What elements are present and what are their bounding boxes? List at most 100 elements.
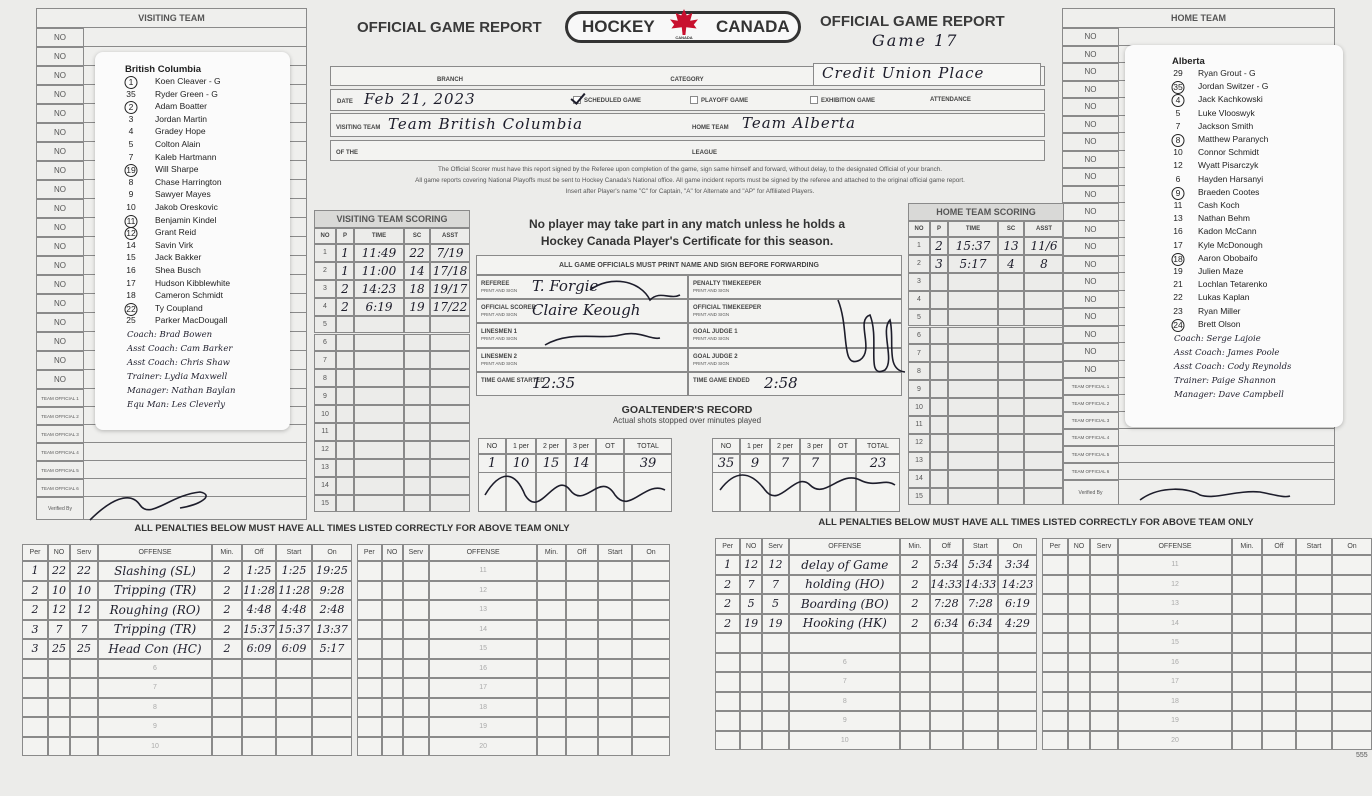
- player-name: Parker MacDougall: [155, 315, 228, 326]
- no-cell: NO: [36, 104, 84, 123]
- empty-cell: [402, 619, 430, 639]
- empty-cell: [740, 672, 762, 692]
- empty-cell: [1068, 613, 1090, 633]
- player-name: Connor Schmidt: [1198, 147, 1259, 158]
- empty-cell: [900, 691, 930, 711]
- empty-cell: [1090, 613, 1118, 633]
- penalty-cell: 2: [212, 619, 242, 639]
- no-cell: NO: [1062, 185, 1119, 203]
- player-name: Will Sharpe: [155, 164, 199, 175]
- row-number: 7: [908, 344, 930, 363]
- empty-cell: [715, 633, 741, 653]
- empty-cell: [537, 580, 566, 600]
- empty-cell: [1042, 633, 1068, 653]
- empty-cell: [404, 351, 430, 370]
- column-header: TOTAL: [624, 438, 672, 454]
- penalty-cell: 13: [429, 600, 538, 620]
- player-number: 8: [1171, 134, 1185, 147]
- empty-cell: [537, 561, 566, 581]
- empty-cell: [312, 717, 352, 737]
- empty-cell: [357, 736, 382, 756]
- empty-cell: [357, 697, 382, 717]
- column-header: Per: [357, 544, 382, 561]
- no-cell: NO: [36, 123, 84, 142]
- empty-cell: [381, 697, 403, 717]
- no-cell: NO: [1062, 290, 1119, 308]
- empty-cell: [381, 736, 403, 756]
- empty-cell: [1042, 613, 1068, 633]
- empty-cell: [565, 619, 598, 639]
- empty-cell: [948, 326, 998, 345]
- staff-line: Coach: Brad Bowen: [127, 330, 213, 340]
- empty-cell: [402, 717, 430, 737]
- penalty-cell: 6:19: [997, 594, 1037, 614]
- player-number: 13: [1173, 213, 1183, 224]
- verified-cell: Verified By: [36, 497, 84, 520]
- empty-cell: [632, 717, 670, 737]
- empty-cell: [632, 736, 670, 756]
- empty-cell: [930, 290, 948, 309]
- penalty-cell: 7: [740, 574, 762, 594]
- field-label: OF THE: [336, 150, 358, 156]
- form-row: [84, 479, 307, 497]
- checkbox: [573, 96, 581, 104]
- empty-cell: [1262, 594, 1296, 614]
- row-number: 4: [314, 297, 336, 316]
- empty-cell: [1332, 574, 1372, 594]
- penalty-cell: 11:28: [242, 580, 276, 600]
- empty-cell: [1068, 555, 1090, 575]
- official-label: LINESMEN 1: [481, 329, 518, 336]
- staff-line: Manager: Dave Campbell: [1174, 390, 1284, 400]
- empty-cell: [1024, 362, 1064, 381]
- staff-line: Asst Coach: Cam Barker: [127, 344, 233, 354]
- empty-cell: [761, 672, 790, 692]
- official-cell: TEAM OFFICIAL 5: [1062, 446, 1119, 463]
- column-header: NO: [478, 438, 506, 454]
- checkbox: [690, 96, 698, 104]
- empty-cell: [929, 633, 963, 653]
- player-number: 10: [1173, 147, 1183, 158]
- goal-cell: 1: [336, 261, 354, 280]
- penalty-cell: 11:28: [276, 580, 312, 600]
- empty-cell: [537, 697, 566, 717]
- player-number: 16: [126, 265, 136, 275]
- empty-cell: [22, 697, 48, 717]
- player-number: 5: [128, 139, 134, 149]
- player-name: Jack Kachkowski: [1198, 94, 1263, 105]
- empty-cell: [740, 633, 762, 653]
- row-number: 4: [908, 290, 930, 309]
- player-name: Shea Busch: [155, 265, 201, 275]
- empty-cell: [404, 458, 430, 477]
- logo-subtext: CANADA: [675, 35, 693, 40]
- goalie-cell: 7: [770, 454, 800, 473]
- official-sub: PRINT AND SIGN: [481, 288, 518, 293]
- empty-cell: [430, 333, 470, 352]
- date: Feb 21, 2023: [364, 90, 476, 108]
- empty-cell: [402, 561, 430, 581]
- empty-cell: [900, 730, 930, 750]
- player-number: 29: [1173, 68, 1183, 78]
- column-header: 1 per: [506, 438, 536, 454]
- empty-cell: [632, 639, 670, 659]
- empty-cell: [404, 476, 430, 495]
- empty-cell: [1296, 691, 1332, 711]
- empty-cell: [1332, 652, 1372, 672]
- official-cell: TEAM OFFICIAL 4: [1062, 429, 1119, 446]
- row-number: 6: [908, 326, 930, 345]
- game-number: Game 17: [872, 31, 959, 50]
- no-cell: NO: [1062, 80, 1119, 98]
- empty-cell: [930, 469, 948, 488]
- player-name: Lukas Kaplan: [1198, 292, 1250, 303]
- empty-cell: [597, 717, 633, 737]
- penalty-cell: 19: [429, 717, 538, 737]
- empty-cell: [336, 369, 354, 388]
- penalty-cell: 5: [761, 594, 790, 614]
- empty-cell: [962, 652, 998, 672]
- penalty-cell: 3: [22, 619, 48, 639]
- empty-cell: [998, 344, 1024, 363]
- empty-cell: [930, 416, 948, 434]
- player-number: 11: [1173, 200, 1183, 210]
- penalty-cell: 14:33: [929, 574, 963, 594]
- empty-cell: [1024, 290, 1064, 309]
- form-row: [1119, 429, 1335, 446]
